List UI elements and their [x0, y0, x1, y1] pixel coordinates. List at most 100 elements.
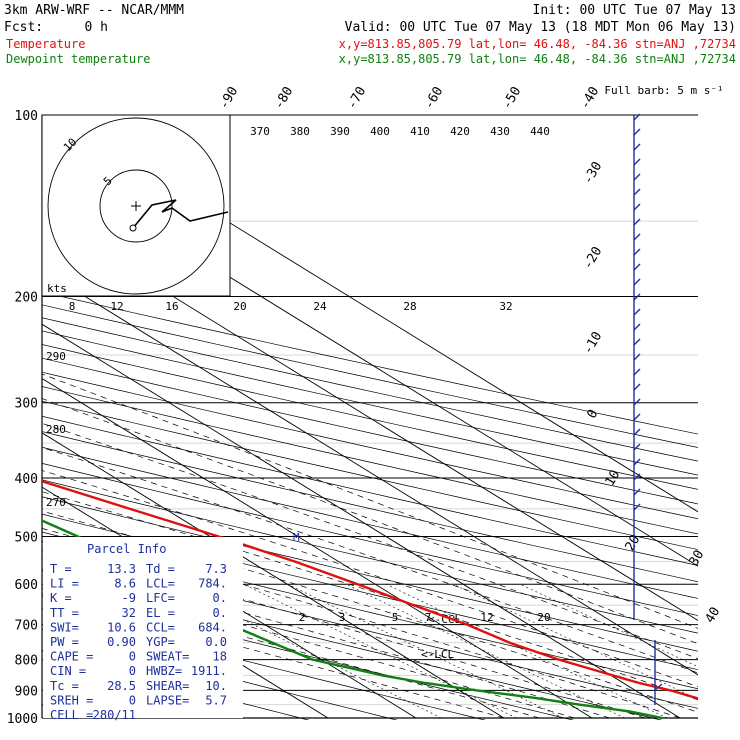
- dry-adiabat-line: [42, 330, 698, 476]
- parcel-info-label: LAPSE=: [146, 693, 189, 707]
- wind-barb-flag: [633, 128, 641, 136]
- hodo-ring-5: [99, 169, 173, 243]
- pressure-tick-label: 700: [15, 619, 38, 634]
- mixing-ratio-label: 3: [339, 611, 346, 624]
- wind-barb-flag: [633, 308, 641, 316]
- dry-adiabat-line: [42, 357, 698, 505]
- isotherm-tick-label: -90: [217, 84, 242, 112]
- pressure-tick-label: 200: [15, 291, 38, 306]
- temperature-profile-line: [42, 479, 698, 700]
- wind-barb-flag: [633, 218, 641, 226]
- pressure-tick-label: 100: [15, 109, 38, 124]
- parcel-info-value: 5.7: [205, 693, 227, 707]
- parcel-info-label: CELL =: [50, 708, 93, 722]
- hodo-kts-label: kts: [47, 282, 67, 295]
- wind-barb-flag: [633, 398, 641, 406]
- wind-barb-flag: [633, 368, 641, 376]
- isotherm-line: [42, 323, 681, 719]
- parcel-info-value: 684.: [198, 620, 227, 634]
- dry-adiabat-line: [42, 608, 487, 720]
- parcel-info-label: YGP=: [146, 635, 175, 649]
- hodo-origin-marker: [129, 224, 137, 232]
- isotherm-tick-label: -60: [422, 84, 447, 112]
- fcst-value: 0 h: [85, 20, 108, 35]
- dewpoint-point-info: x,y=813.85,805.79 lat,lon= 46.48, -84.36…: [339, 52, 736, 66]
- parcel-info-label: SWI=: [50, 620, 79, 634]
- wind-barb-flag: [633, 248, 641, 256]
- hodo-kts-tick: 20: [233, 300, 246, 313]
- isotherm-line: [42, 377, 593, 719]
- fcst-label: Fcst:: [4, 20, 43, 35]
- isotherm-line: [42, 269, 698, 676]
- parcel-info-value: 10.6: [107, 620, 136, 634]
- init-time: Init: 00 UTC Tue 07 May 13: [533, 3, 737, 18]
- parcel-info-label: TT =: [50, 606, 79, 620]
- theta-top-label: 380: [290, 125, 310, 138]
- wind-barb-flag: [633, 338, 641, 346]
- dry-adiabat-line: [42, 479, 698, 634]
- temperature-point-info: x,y=813.85,805.79 lat,lon= 46.48, -84.36…: [339, 37, 736, 51]
- pressure-tick-label: 900: [15, 684, 38, 699]
- dry-adiabat-line: [42, 588, 575, 720]
- parcel-info-label: SHEAR=: [146, 679, 189, 693]
- isotherm-line: [42, 486, 417, 719]
- parcel-info-label: HWBZ=: [146, 664, 182, 678]
- parcel-info-label: SREH =: [50, 693, 93, 707]
- theta-top-label: 390: [330, 125, 350, 138]
- dewpoint-profile-line: [42, 519, 663, 720]
- mixing-ratio-label: 2: [299, 611, 306, 624]
- parcel-info-label: CAPE =: [50, 650, 93, 664]
- theta-label: 290: [46, 350, 66, 363]
- wind-barb-flag: [633, 443, 641, 451]
- parcel-info-label: LI =: [50, 577, 79, 591]
- theta-top-label: 440: [530, 125, 550, 138]
- parcel-info-value: 0.: [213, 606, 227, 620]
- isotherm-tick-label: -50: [500, 84, 525, 112]
- dry-adiabat-line: [42, 629, 398, 720]
- hodograph-trace: [132, 199, 229, 229]
- wind-barb-flag: [633, 263, 641, 271]
- dry-adiabat-line: [42, 344, 698, 490]
- hodo-kts-tick: 12: [110, 300, 123, 313]
- dry-adiabat-line: [42, 317, 698, 462]
- wind-barb-flag: [633, 158, 641, 166]
- parcel-info-value: 13.3: [107, 562, 136, 576]
- parcel-info-value: -9: [122, 591, 136, 605]
- mixing-ratio-label: 5: [392, 611, 399, 624]
- parcel-info-title: Parcel Info: [87, 542, 166, 556]
- dry-adiabat-line: [42, 304, 698, 448]
- parcel-info-value: 28.5: [107, 679, 136, 693]
- wind-barb-flag: [633, 233, 641, 241]
- wind-barb-flag: [633, 383, 641, 391]
- isotherm-tick-label: -40: [578, 84, 603, 112]
- parcel-info-value: 0.90: [107, 635, 136, 649]
- wind-barb-flag: [654, 683, 663, 691]
- mixing-ratio-line: [243, 583, 517, 719]
- hodo-kts-tick: 8: [69, 300, 76, 313]
- parcel-info-label: Tc =: [50, 679, 79, 693]
- parcel-info-value: 784.: [198, 577, 227, 591]
- dry-adiabat-line: [42, 446, 698, 599]
- hodo-kts-tick: 32: [499, 300, 512, 313]
- parcel-info-value: 8.6: [114, 577, 136, 591]
- pressure-tick-label: 600: [15, 578, 38, 593]
- dry-adiabat-line: [42, 513, 698, 671]
- isotherm-tick-label: -20: [581, 244, 606, 272]
- parcel-info-label: PW =: [50, 635, 79, 649]
- wind-barb-flag: [633, 353, 641, 361]
- parcel-info-value: 32: [122, 606, 136, 620]
- parcel-info-label: CIN =: [50, 664, 86, 678]
- dry-adiabat-line: [42, 431, 698, 583]
- parcel-info-value: 1911.: [191, 664, 227, 678]
- dry-adiabat-line: [42, 462, 698, 616]
- pressure-tick-label: 500: [15, 530, 38, 545]
- wind-barb-flag: [633, 203, 641, 211]
- barb-legend: Full barb: 5 m s⁻¹: [604, 84, 723, 97]
- mixing-ratio-label: 7: [425, 611, 432, 624]
- m-marker: M: [293, 531, 300, 544]
- wind-barb-flag: [633, 188, 641, 196]
- parcel-info-value: 0.: [213, 591, 227, 605]
- dewpoint-legend: Dewpoint temperature: [6, 52, 151, 66]
